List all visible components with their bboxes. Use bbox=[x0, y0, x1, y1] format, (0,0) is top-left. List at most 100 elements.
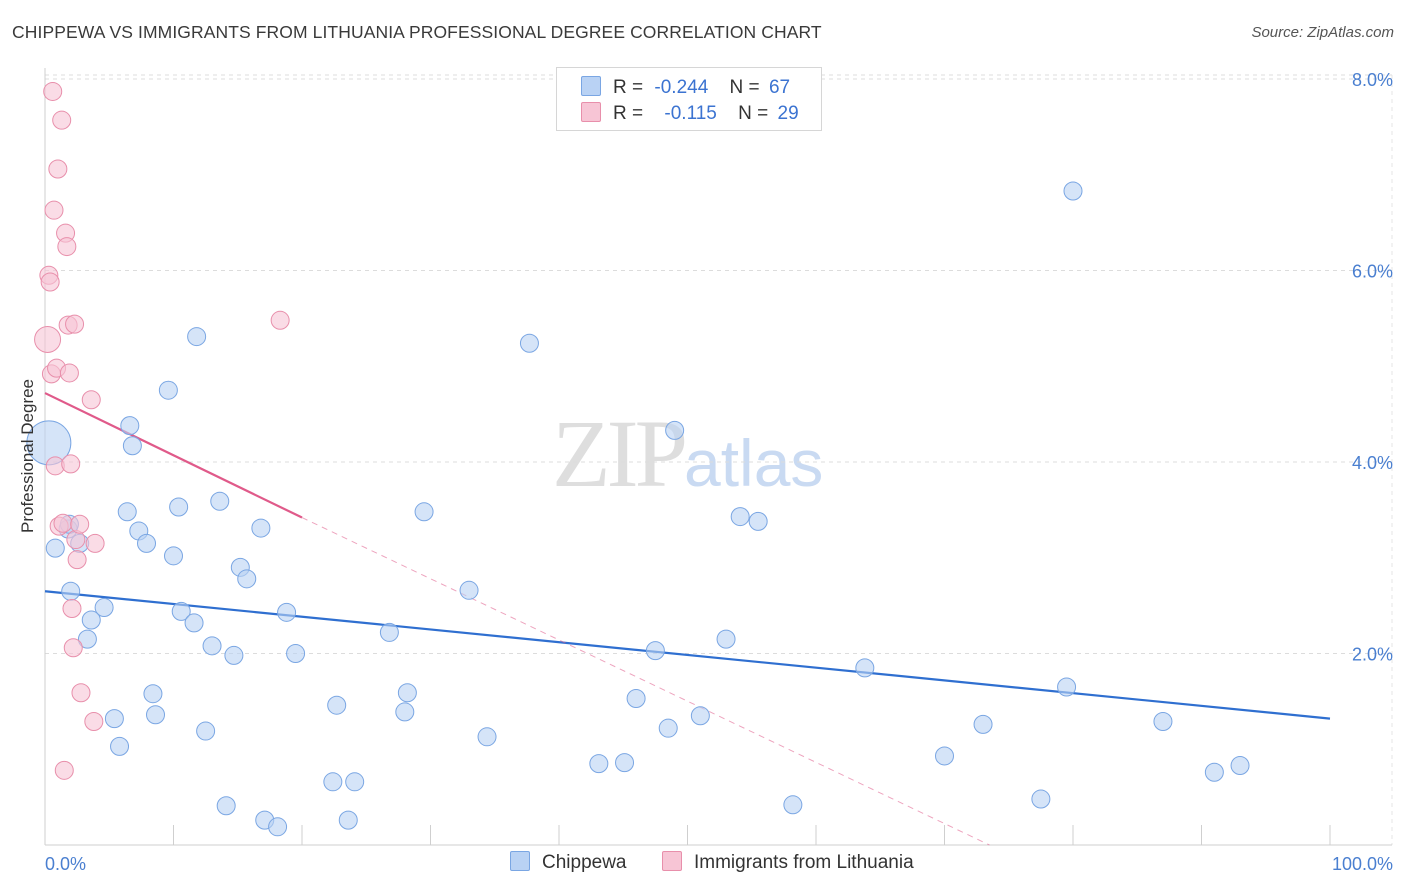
point-chippewa bbox=[143, 684, 163, 704]
point-chippewa bbox=[122, 436, 142, 456]
legend-r-value: -0.115 bbox=[664, 103, 717, 124]
bottom-legend-chippewa: Chippewa bbox=[510, 851, 627, 874]
point-chippewa bbox=[94, 598, 114, 618]
x-tick-label-min: 0.0% bbox=[45, 854, 86, 874]
data-points bbox=[26, 81, 1250, 837]
point-chippewa bbox=[690, 706, 710, 726]
point-chippewa bbox=[158, 380, 178, 400]
point-lithuania bbox=[71, 683, 91, 703]
legend-n-value: 67 bbox=[768, 77, 791, 98]
point-lithuania bbox=[59, 363, 79, 383]
point-lithuania bbox=[81, 390, 101, 410]
point-chippewa bbox=[169, 497, 189, 517]
point-chippewa bbox=[81, 610, 101, 630]
point-lithuania bbox=[62, 598, 82, 618]
point-chippewa bbox=[658, 718, 678, 738]
point-lithuania bbox=[63, 638, 83, 658]
point-lithuania bbox=[48, 159, 68, 179]
bottom-legend-label: Chippewa bbox=[542, 852, 627, 873]
point-chippewa bbox=[748, 511, 768, 531]
watermark-atlas: atlas bbox=[684, 426, 824, 500]
point-chippewa bbox=[224, 645, 244, 665]
point-chippewa bbox=[171, 601, 191, 621]
y-axis-title: Professional Degree bbox=[18, 379, 37, 533]
point-chippewa bbox=[716, 629, 736, 649]
legend-swatch-pink bbox=[581, 102, 601, 122]
point-chippewa bbox=[730, 507, 750, 527]
point-chippewa bbox=[268, 817, 288, 837]
tick-labels: 2.0% 4.0% 6.0% 8.0% 0.0% 100.0% bbox=[45, 70, 1393, 874]
legend-r-label: R = bbox=[613, 103, 644, 124]
point-chippewa bbox=[626, 689, 646, 709]
legend-r-value: -0.244 bbox=[654, 77, 709, 98]
x-tick-label-max: 100.0% bbox=[1332, 854, 1393, 874]
point-lithuania bbox=[84, 711, 104, 731]
point-chippewa bbox=[237, 569, 257, 589]
point-chippewa bbox=[196, 721, 216, 741]
point-chippewa bbox=[146, 705, 166, 725]
point-chippewa bbox=[395, 702, 415, 722]
bottom-legend-label: Immigrants from Lithuania bbox=[694, 852, 914, 873]
point-chippewa bbox=[77, 629, 97, 649]
point-chippewa bbox=[477, 727, 497, 747]
point-chippewa bbox=[1063, 181, 1083, 201]
point-chippewa bbox=[589, 754, 609, 774]
point-lithuania bbox=[61, 454, 81, 474]
point-chippewa bbox=[216, 796, 236, 816]
watermark-zip: ZIP bbox=[552, 400, 688, 507]
point-chippewa bbox=[277, 602, 297, 622]
axes bbox=[44, 68, 1392, 846]
point-chippewa bbox=[414, 502, 434, 522]
point-chippewa bbox=[117, 502, 137, 522]
bottom-legend-swatch-pink bbox=[662, 851, 682, 871]
point-chippewa bbox=[935, 746, 954, 766]
point-chippewa bbox=[1031, 789, 1051, 809]
point-chippewa bbox=[615, 753, 635, 773]
point-chippewa bbox=[855, 658, 875, 678]
point-lithuania bbox=[44, 200, 64, 220]
point-chippewa bbox=[379, 622, 399, 642]
source-label: Source: ZipAtlas.com bbox=[1251, 24, 1394, 41]
point-lithuania bbox=[57, 237, 77, 257]
point-lithuania bbox=[53, 513, 73, 533]
legend-n-label: N = bbox=[738, 103, 769, 124]
point-chippewa bbox=[184, 613, 204, 633]
y-tick-label: 2.0% bbox=[1352, 645, 1393, 665]
point-chippewa bbox=[645, 641, 665, 661]
point-chippewa bbox=[202, 636, 222, 656]
point-chippewa bbox=[110, 736, 130, 756]
point-chippewa bbox=[1204, 762, 1224, 782]
point-chippewa bbox=[1153, 711, 1173, 731]
point-chippewa bbox=[327, 695, 347, 715]
point-chippewa bbox=[519, 333, 539, 353]
correlation-legend: R = -0.244 N = 67 R = -0.115 N = 29 bbox=[556, 67, 822, 131]
legend-swatch-blue bbox=[581, 76, 601, 96]
trend-line-0 bbox=[44, 590, 1331, 720]
point-chippewa bbox=[665, 420, 685, 440]
watermark: ZIPatlas bbox=[552, 398, 823, 509]
point-lithuania bbox=[43, 81, 63, 101]
point-chippewa bbox=[164, 546, 183, 566]
point-chippewa bbox=[1230, 756, 1250, 776]
point-chippewa bbox=[187, 327, 207, 347]
point-lithuania bbox=[67, 550, 87, 570]
y-tick-label: 8.0% bbox=[1352, 70, 1393, 90]
point-lithuania bbox=[270, 310, 290, 330]
legend-row-lithuania: R = -0.115 N = 29 bbox=[581, 102, 799, 128]
trend-lines bbox=[44, 392, 1331, 846]
grid-lines bbox=[45, 74, 1393, 845]
y-tick-label: 4.0% bbox=[1352, 453, 1393, 473]
point-lithuania bbox=[40, 272, 60, 292]
point-chippewa bbox=[104, 709, 124, 729]
point-chippewa bbox=[1057, 677, 1077, 697]
bottom-legend-swatch-blue bbox=[510, 851, 530, 871]
point-chippewa bbox=[345, 772, 365, 792]
point-chippewa bbox=[45, 538, 65, 558]
trend-line-1 bbox=[44, 392, 303, 519]
point-chippewa bbox=[459, 580, 479, 600]
legend-n-value: 29 bbox=[777, 103, 799, 124]
legend-row-chippewa: R = -0.244 N = 67 bbox=[581, 76, 790, 102]
point-chippewa bbox=[210, 491, 230, 511]
point-chippewa bbox=[783, 795, 803, 815]
